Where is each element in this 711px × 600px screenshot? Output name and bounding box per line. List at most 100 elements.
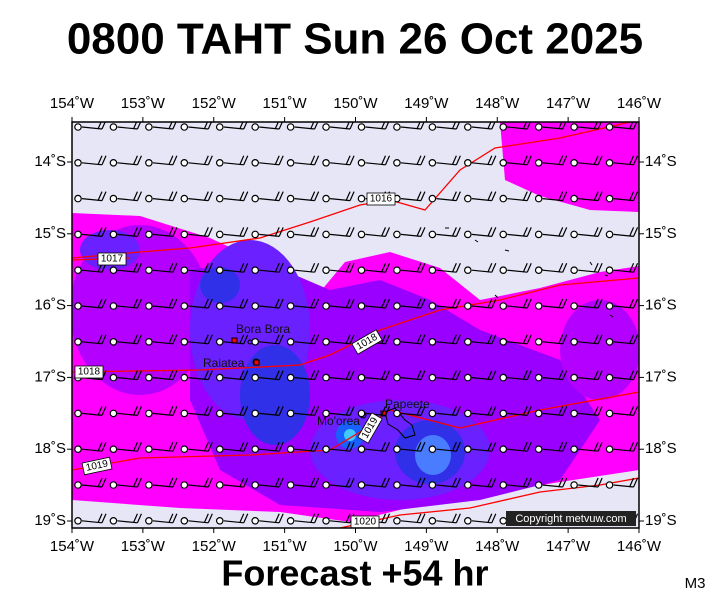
barb-flag — [593, 122, 598, 130]
barb-station — [145, 123, 153, 131]
barb-station — [642, 482, 648, 488]
barb-flag — [487, 334, 493, 345]
barb-flag — [629, 227, 635, 237]
barb-flag — [274, 406, 280, 416]
barb-flag — [420, 370, 426, 380]
barb-station — [251, 445, 259, 454]
barb-station — [286, 481, 295, 489]
wind-barb — [251, 191, 284, 203]
wind-barb — [499, 122, 532, 131]
barb-flag — [420, 155, 426, 166]
lat-label: 18˚S — [34, 440, 66, 457]
corner-label: M3 — [685, 575, 706, 592]
wind-barb — [464, 477, 497, 489]
wind-barb — [428, 155, 461, 167]
barb-flag — [207, 370, 213, 380]
barb-flag — [239, 513, 245, 524]
barb-station — [534, 373, 543, 382]
wind-barb — [464, 227, 497, 239]
barb-flag — [593, 406, 599, 416]
isobar-label-text: 1019 — [85, 458, 109, 473]
wind-barb — [393, 155, 426, 167]
barb-station — [393, 373, 401, 382]
wind-barb — [393, 227, 426, 239]
wind-barb — [428, 477, 461, 489]
wind-barb — [605, 227, 639, 239]
barb-flag — [633, 122, 638, 130]
barb-flag — [278, 227, 284, 237]
barb-station — [605, 194, 614, 203]
wind-barb — [428, 227, 461, 239]
barb-flag — [132, 155, 138, 166]
barb-flag — [455, 334, 461, 345]
wind-barb — [251, 370, 284, 382]
barb-station — [642, 195, 648, 201]
barb-flag — [491, 122, 496, 130]
wind-barb — [534, 227, 568, 239]
barb-flag — [562, 122, 567, 130]
barb-flag — [384, 513, 391, 524]
barb-station — [322, 123, 330, 131]
barb-flag — [455, 298, 461, 309]
wind-barb — [251, 122, 283, 131]
barb-station — [215, 445, 224, 454]
barb-station — [499, 409, 508, 418]
barb-flag — [420, 441, 426, 452]
wind-barb — [286, 191, 320, 203]
isobar-label: 1018 — [74, 365, 104, 379]
wind-barb — [605, 406, 639, 418]
barb-flag — [597, 298, 603, 309]
barb-station — [570, 123, 578, 131]
barb-station — [180, 409, 189, 418]
wind-barb — [74, 513, 107, 525]
place-label: Papeete — [385, 397, 430, 411]
barb-flag — [455, 122, 461, 130]
wind-barb — [642, 120, 673, 130]
lon-label: 147˚W — [546, 95, 591, 112]
barb-flag — [132, 477, 138, 488]
barb-flag — [665, 120, 669, 129]
wind-barb — [428, 441, 461, 454]
lat-label: 18˚S — [645, 440, 677, 457]
barb-flag — [384, 334, 391, 345]
barb-flag — [168, 262, 174, 273]
wind-barb — [145, 441, 178, 454]
wind-barb — [605, 370, 639, 382]
place-label: Mo'orea — [317, 414, 360, 428]
barb-station — [322, 445, 330, 454]
isobar-label-box — [350, 515, 380, 528]
barb-flag — [207, 227, 213, 237]
barb-station — [464, 123, 472, 131]
barb-flag — [310, 334, 316, 345]
barb-flag — [278, 477, 284, 488]
wind-barb — [605, 334, 639, 346]
barb-flag — [239, 298, 245, 309]
barb-station — [286, 230, 295, 239]
barb-flag — [168, 370, 174, 380]
isobar-label: 1019 — [81, 456, 113, 476]
lon-label: 149˚W — [404, 95, 449, 112]
barb-flag — [593, 191, 599, 201]
barb-flag — [239, 122, 244, 130]
barb-station — [499, 266, 508, 275]
barb-flag — [491, 191, 497, 201]
wind-barb — [109, 334, 142, 346]
isobar-label-box — [366, 192, 396, 206]
barb-station — [251, 123, 259, 131]
barb-flag — [629, 334, 635, 345]
barb-flag — [558, 298, 564, 309]
barb-flag — [669, 263, 673, 272]
wind-barb — [322, 477, 355, 489]
wind-barb — [642, 478, 673, 488]
barb-station — [286, 516, 295, 525]
barb-station — [180, 373, 189, 382]
barb-flag — [274, 513, 280, 524]
wind-barb — [534, 122, 567, 131]
wind-barb — [180, 155, 213, 167]
barb-flag — [416, 191, 422, 201]
barb-flag — [310, 227, 316, 237]
barb-flag — [629, 262, 635, 273]
barb-station — [534, 230, 543, 239]
barb-flag — [136, 122, 142, 130]
barb-station — [570, 481, 578, 489]
